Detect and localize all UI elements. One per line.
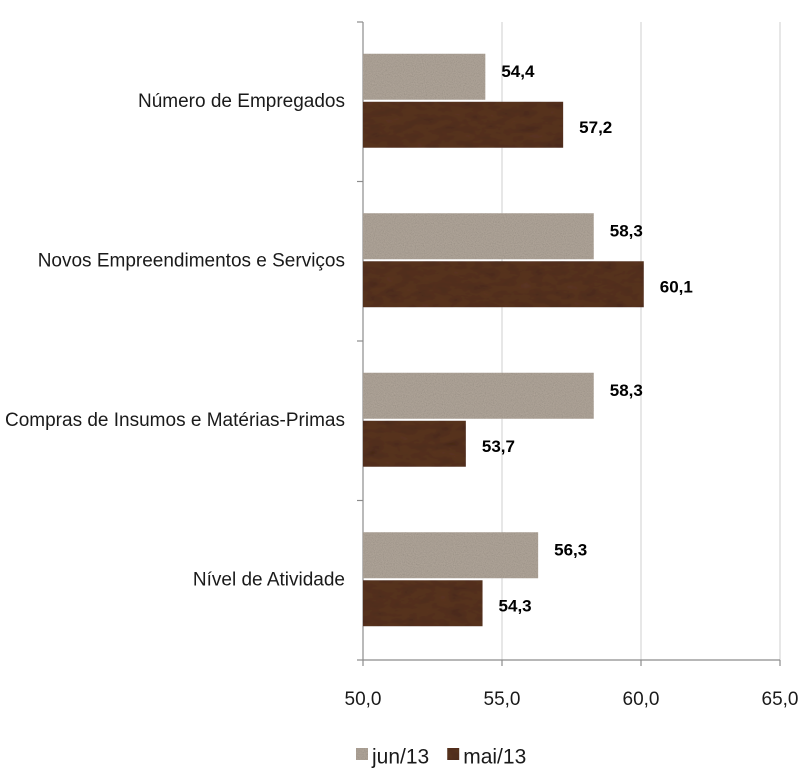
category-labels: Número de Empregados Novos Empreendimento…: [5, 91, 345, 591]
bar-mai-13-0: [363, 101, 564, 148]
x-tick-label: 60,0: [623, 689, 660, 710]
bar-mai-13-1: [363, 261, 644, 308]
legend-label: jun/13: [371, 746, 429, 769]
legend-label: mai/13: [463, 746, 526, 769]
legend: jun/13 mai/13: [356, 746, 526, 769]
data-label: 58,3: [610, 381, 643, 400]
bar-jun-13-1: [363, 213, 594, 260]
x-tick-labels: 50,0 55,0 60,0 65,0: [345, 689, 799, 710]
data-label: 60,1: [660, 278, 693, 297]
bar-jun-13-3: [363, 532, 539, 579]
legend-swatch: [447, 748, 460, 760]
data-label: 53,7: [482, 437, 515, 456]
legend-swatch: [356, 748, 368, 760]
x-tick-label: 65,0: [762, 689, 799, 710]
x-tick-label: 55,0: [484, 689, 521, 710]
category-label: Compras de Insumos e Matérias-Primas: [5, 410, 345, 431]
category-label: Novos Empreendimentos e Serviços: [38, 250, 345, 271]
data-label: 54,3: [499, 597, 532, 616]
category-label: Nível de Atividade: [193, 569, 345, 590]
bar-mai-13-2: [363, 420, 466, 467]
data-label: 58,3: [610, 222, 643, 241]
data-label: 54,4: [501, 62, 535, 81]
bar-jun-13-2: [363, 372, 594, 419]
bar-jun-13-0: [363, 53, 486, 100]
data-label: 57,2: [579, 118, 612, 137]
data-label: 56,3: [554, 541, 587, 560]
bar-mai-13-3: [363, 580, 483, 627]
bars: [363, 53, 644, 627]
category-label: Número de Empregados: [138, 91, 345, 112]
data-labels: 54,4 57,2 58,3 60,1 58,3 53,7 56,3 54,3: [482, 62, 693, 616]
x-tick-label: 50,0: [345, 689, 382, 710]
